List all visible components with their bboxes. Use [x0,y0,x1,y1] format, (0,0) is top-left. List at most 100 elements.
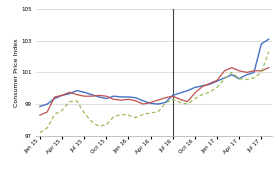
United Kingdom [60,94,64,96]
United Kingdom [142,100,145,102]
Euro area [112,98,115,100]
United States [75,100,78,102]
Euro area [105,95,108,97]
Euro area [201,86,204,88]
United States [215,86,219,89]
Euro area [215,79,219,81]
Euro area [90,95,93,97]
Euro area [68,91,71,93]
United Kingdom [75,90,78,92]
United States [208,91,211,93]
United States [127,114,130,116]
Euro area [97,94,101,96]
Euro area [208,82,211,85]
United States [38,131,41,134]
Euro area [156,99,160,101]
Euro area [149,101,152,104]
United States [83,112,86,114]
United Kingdom [193,86,197,89]
Line: United Kingdom: United Kingdom [40,39,269,106]
United Kingdom [119,96,123,98]
Line: Euro area: Euro area [40,68,269,115]
Euro area [178,98,182,100]
United States [237,78,241,80]
United States [193,97,197,100]
United States [112,116,115,118]
United States [60,109,64,111]
United Kingdom [260,43,263,45]
Euro area [260,70,263,72]
United Kingdom [156,103,160,105]
Euro area [127,98,130,100]
United States [245,78,248,81]
United Kingdom [149,102,152,104]
United Kingdom [201,85,204,87]
Euro area [60,94,64,96]
United Kingdom [134,97,138,99]
Euro area [83,95,86,97]
United Kingdom [97,96,101,98]
United States [149,112,152,114]
Y-axis label: Consumer Price Index: Consumer Price Index [14,38,19,107]
United States [186,103,189,105]
United Kingdom [245,74,248,76]
United States [164,102,167,104]
United States [142,113,145,115]
Euro area [186,101,189,103]
United States [119,113,123,115]
United Kingdom [83,91,86,93]
United Kingdom [223,77,226,79]
United Kingdom [252,71,256,73]
United Kingdom [127,96,130,98]
United States [134,116,138,119]
United States [230,71,234,73]
United Kingdom [53,97,56,100]
Euro area [164,97,167,99]
United States [105,124,108,126]
Euro area [38,114,41,116]
Euro area [230,67,234,69]
United States [178,101,182,104]
United Kingdom [46,103,49,105]
United States [90,120,93,123]
United States [252,77,256,79]
United States [97,125,101,127]
United States [260,71,263,73]
Euro area [75,94,78,96]
Euro area [223,70,226,72]
Euro area [134,100,138,102]
United Kingdom [90,94,93,96]
United Kingdom [215,80,219,82]
United Kingdom [208,83,211,85]
Euro area [46,111,49,113]
United Kingdom [105,97,108,100]
United Kingdom [267,38,270,40]
United States [267,51,270,53]
United Kingdom [38,105,41,108]
Euro area [252,70,256,72]
Euro area [171,95,174,97]
United Kingdom [178,92,182,94]
Euro area [245,71,248,73]
Euro area [53,96,56,98]
United States [68,101,71,103]
United Kingdom [186,90,189,92]
Euro area [193,92,197,94]
United States [46,127,49,129]
United States [156,111,160,113]
United Kingdom [230,74,234,76]
United Kingdom [112,95,115,97]
United Kingdom [237,78,241,80]
Line: United States: United States [40,52,269,132]
United Kingdom [68,93,71,95]
Euro area [142,103,145,105]
United States [201,94,204,96]
United Kingdom [164,101,167,104]
Euro area [267,67,270,69]
United Kingdom [171,94,174,96]
Euro area [119,99,123,101]
Euro area [237,70,241,72]
United States [171,98,174,100]
United States [53,113,56,115]
United States [223,78,226,80]
